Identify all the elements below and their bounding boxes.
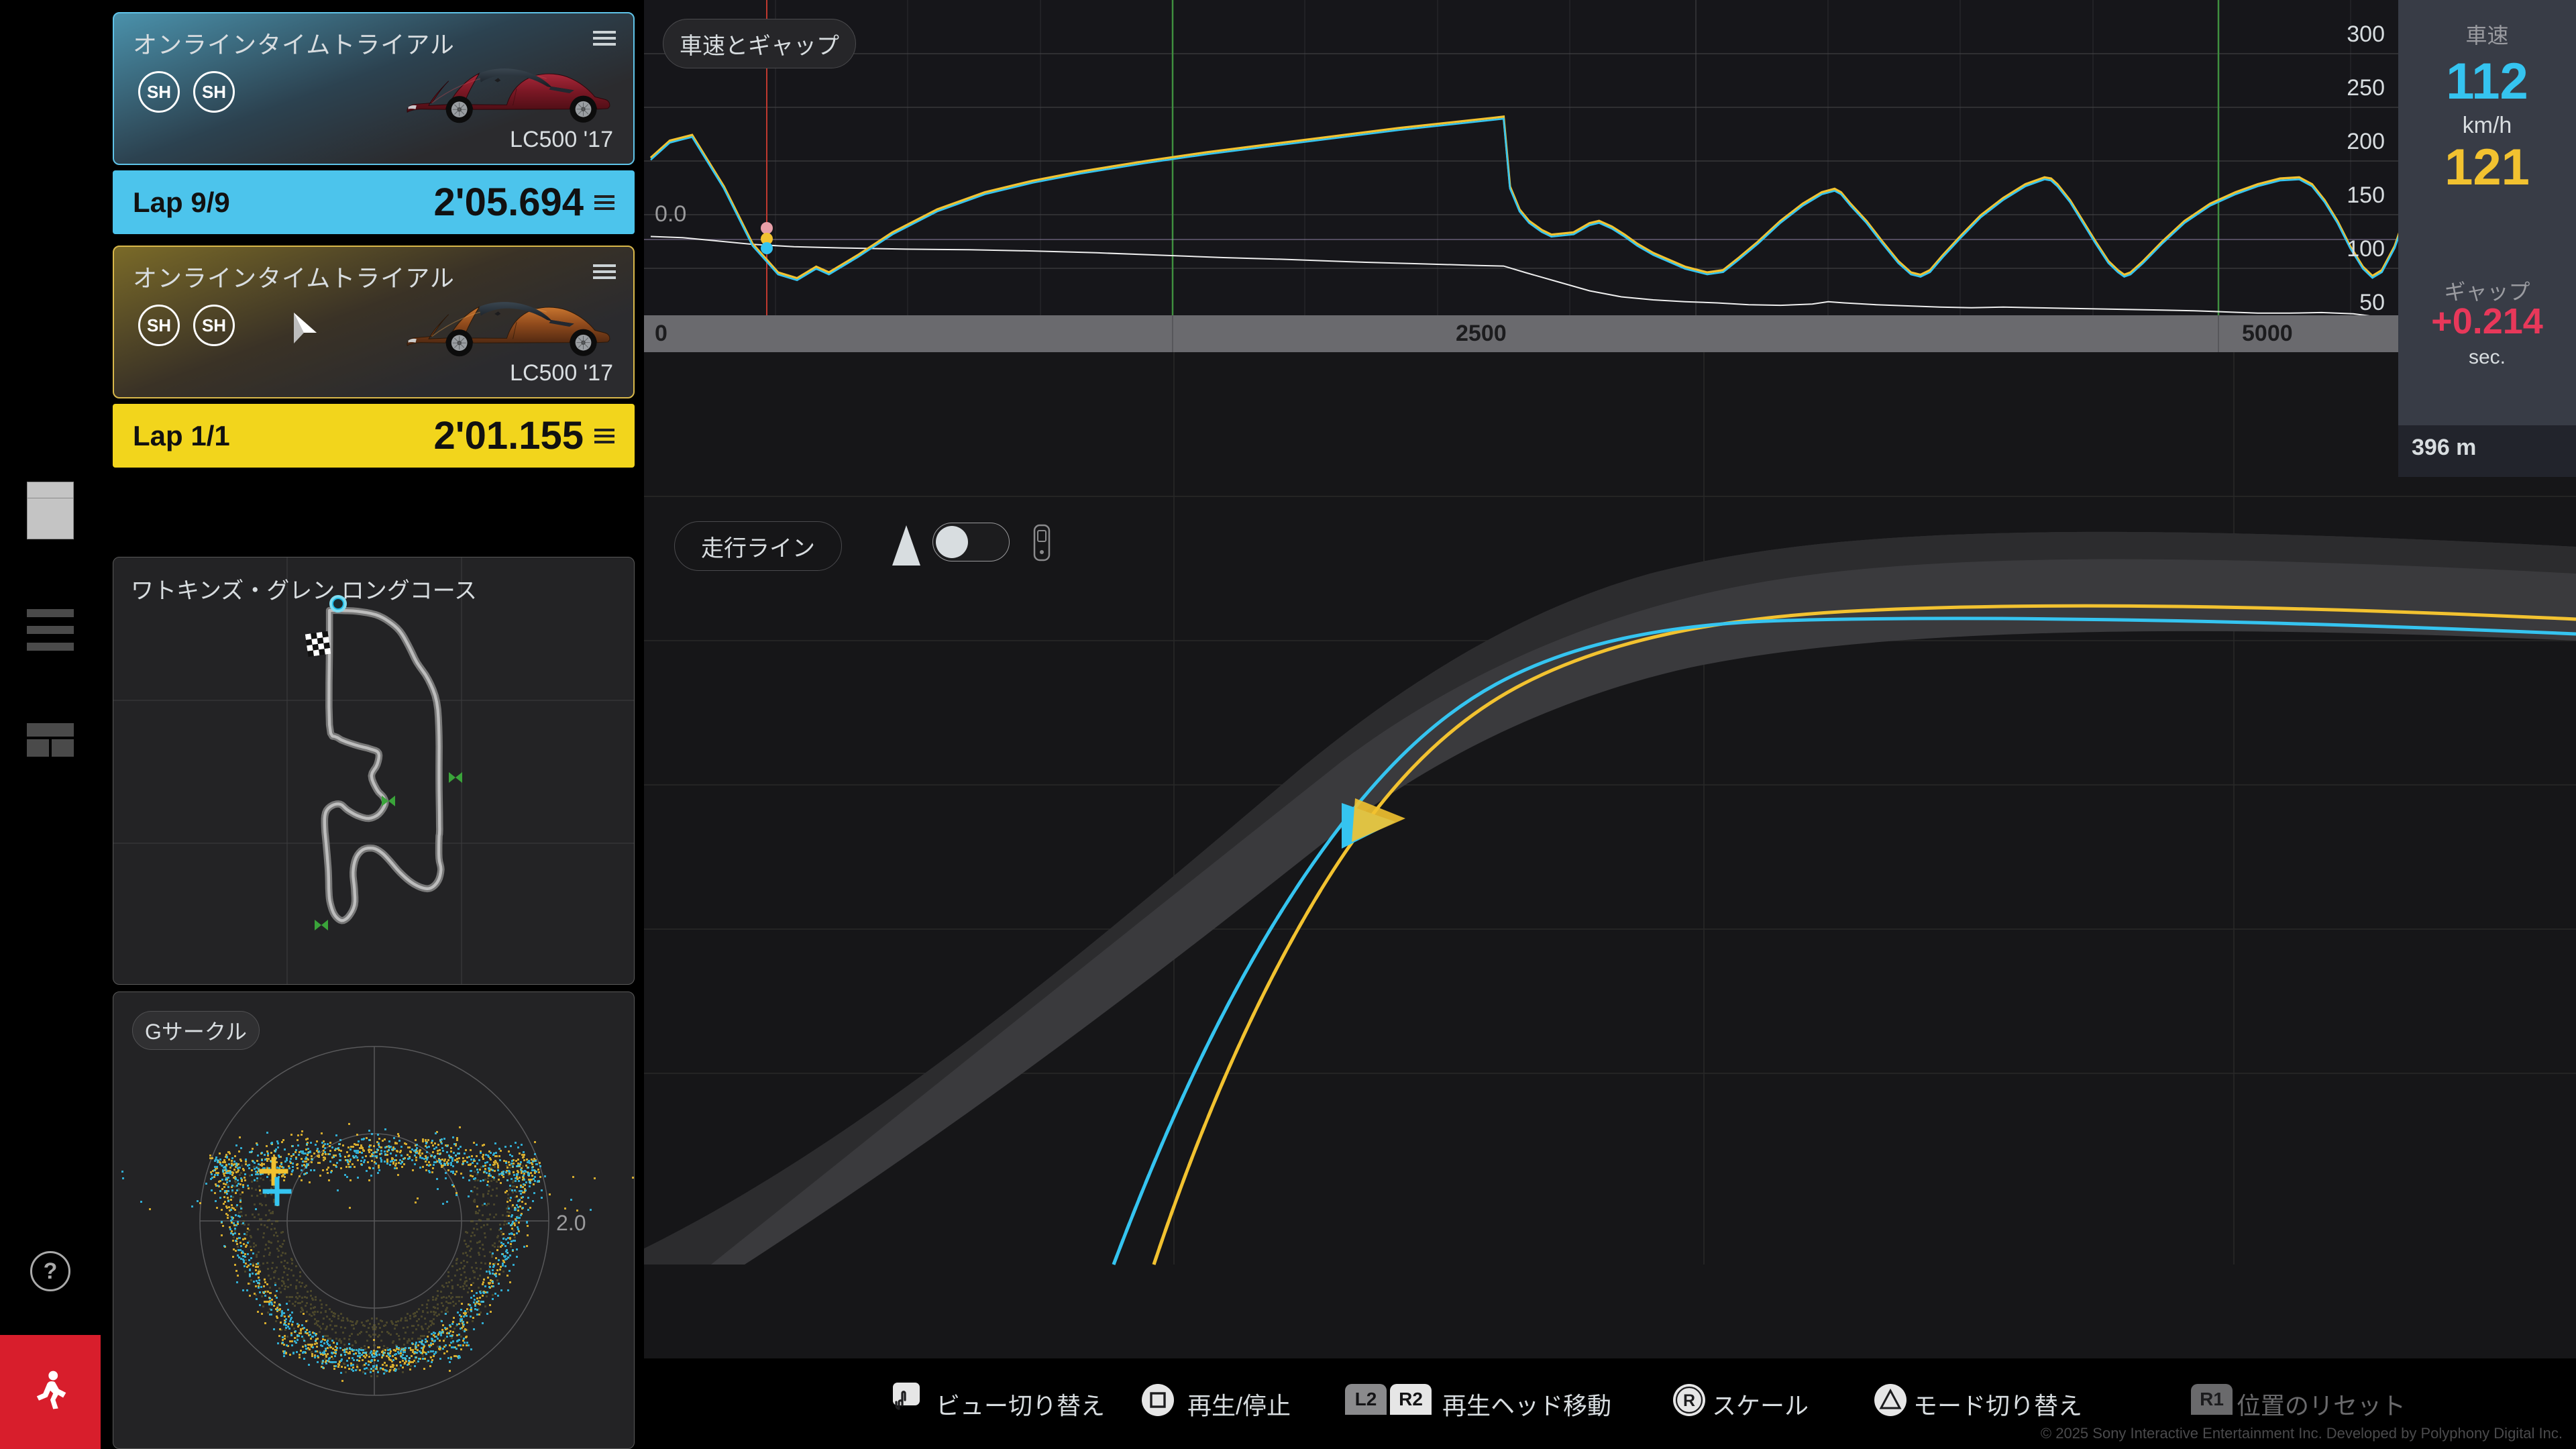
svg-text:R: R: [1683, 1391, 1695, 1410]
svg-text:2.0: 2.0: [556, 1211, 586, 1235]
